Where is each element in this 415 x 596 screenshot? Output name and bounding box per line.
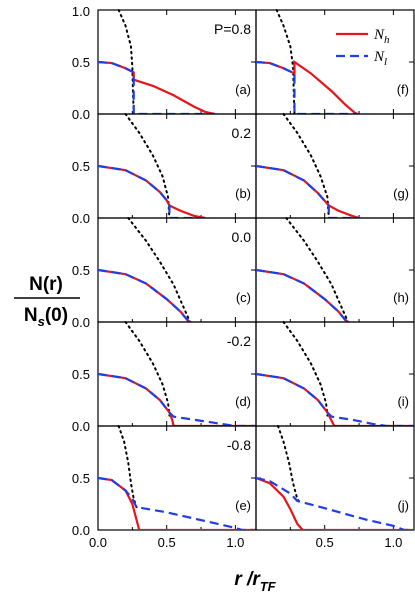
x-axis-label: r /rTF bbox=[234, 569, 276, 594]
series-Nl-line bbox=[98, 60, 215, 114]
panel-f: (f) bbox=[255, 9, 415, 115]
panel-a: (a) 0.0 0.5 P=0.8 bbox=[72, 9, 257, 122]
series-Nl-line bbox=[256, 60, 358, 114]
y-tick-label: 0.5 bbox=[72, 367, 90, 382]
dotted-curve bbox=[282, 321, 329, 417]
y-tick-top: 1.0 bbox=[72, 4, 90, 19]
panel-label: (f) bbox=[397, 82, 409, 97]
series-Nl-line bbox=[98, 268, 191, 322]
row-label: P=0.8 bbox=[214, 21, 251, 37]
panel-c: (c) 0.0 0.5 0.0 bbox=[72, 217, 257, 330]
labels-layer: 1.0 N(r) Ns(0) r /rTF bbox=[14, 4, 277, 594]
y-axis-label-denominator: Ns(0) bbox=[24, 305, 68, 329]
row-label: 0.2 bbox=[232, 125, 252, 141]
legend: Nh Nl bbox=[336, 27, 390, 68]
panel-frame bbox=[255, 321, 415, 427]
y-tick-label: 0.0 bbox=[72, 419, 90, 434]
series-Nl-line bbox=[98, 164, 206, 218]
panel-b: (b) 0.0 0.5 0.2 bbox=[72, 113, 257, 226]
panel-h: (h) bbox=[255, 217, 415, 323]
panel-label: (g) bbox=[393, 186, 409, 201]
x-tick-label: 0.5 bbox=[158, 535, 176, 550]
row-label: -0.8 bbox=[227, 437, 251, 453]
panel-label: (j) bbox=[397, 498, 409, 513]
series-Nh-line bbox=[256, 372, 414, 426]
panels-layer: (a)0.00.5P=0.8(b)0.00.50.2(c)0.00.50.0(d… bbox=[72, 9, 415, 550]
series-Nh-line bbox=[256, 268, 349, 322]
panel-g: (g) bbox=[255, 113, 415, 219]
series-Nh-line bbox=[98, 60, 216, 114]
y-tick-label: 0.0 bbox=[72, 523, 90, 538]
series-Nl-line bbox=[98, 476, 256, 530]
x-tick-label: 0.5 bbox=[316, 535, 334, 550]
dotted-curve bbox=[275, 9, 296, 114]
panel-label: (i) bbox=[397, 394, 409, 409]
series-Nh-line bbox=[98, 268, 191, 322]
y-axis-label-numerator: N(r) bbox=[29, 274, 63, 295]
series-Nl-line bbox=[256, 372, 414, 426]
y-tick-label: 0.0 bbox=[72, 107, 90, 122]
dotted-curve bbox=[127, 217, 192, 322]
x-tick-label: 1.0 bbox=[226, 535, 244, 550]
panel-i: (i) bbox=[255, 321, 415, 427]
x-tick-label: 1.0 bbox=[384, 535, 402, 550]
series-Nh-line bbox=[256, 164, 360, 218]
panel-frame bbox=[255, 217, 415, 323]
series-Nl-line bbox=[256, 268, 349, 322]
panel-d: (d) 0.0 0.5 -0.2 bbox=[72, 321, 257, 434]
series-Nh-line bbox=[98, 164, 206, 218]
y-tick-label: 0.0 bbox=[72, 315, 90, 330]
panel-label: (a) bbox=[235, 82, 251, 97]
row-label: -0.2 bbox=[227, 333, 251, 349]
panel-label: (d) bbox=[235, 394, 251, 409]
y-tick-label: 0.5 bbox=[72, 55, 90, 70]
series-Nh-line bbox=[256, 59, 359, 114]
panel-j: (j) 0.5 1.0 bbox=[255, 425, 415, 550]
dotted-curve bbox=[282, 113, 330, 218]
row-label: 0.0 bbox=[232, 229, 252, 245]
panel-label: (e) bbox=[235, 498, 251, 513]
dotted-curve bbox=[124, 113, 171, 218]
y-tick-label: 0.5 bbox=[72, 159, 90, 174]
panel-label: (c) bbox=[236, 290, 251, 305]
series-Nh-line bbox=[98, 476, 256, 530]
series-Nh-line bbox=[98, 372, 256, 426]
legend-label-h: Nh bbox=[373, 27, 390, 46]
panel-e: (e) 0.0 0.5 -0.8 0.0 0.5 1.0 bbox=[72, 425, 257, 550]
dotted-curve bbox=[117, 9, 135, 114]
series-Nh-line bbox=[256, 476, 414, 530]
y-tick-label: 0.0 bbox=[72, 211, 90, 226]
dotted-curve bbox=[124, 321, 171, 417]
panel-label: (h) bbox=[393, 290, 409, 305]
series-Nl-line bbox=[256, 164, 360, 218]
series-Nl-line bbox=[256, 476, 414, 530]
panel-label: (b) bbox=[235, 186, 251, 201]
panel-frame bbox=[255, 9, 415, 115]
x-tick-label: 0.0 bbox=[89, 535, 107, 550]
legend-label-l: Nl bbox=[373, 49, 387, 68]
series-Nl-line bbox=[98, 372, 256, 426]
panel-frame bbox=[255, 113, 415, 219]
dotted-curve bbox=[276, 425, 301, 504]
dotted-curve bbox=[285, 217, 350, 322]
y-tick-label: 0.5 bbox=[72, 471, 90, 486]
y-tick-label: 0.5 bbox=[72, 263, 90, 278]
panel-frame bbox=[255, 425, 415, 531]
